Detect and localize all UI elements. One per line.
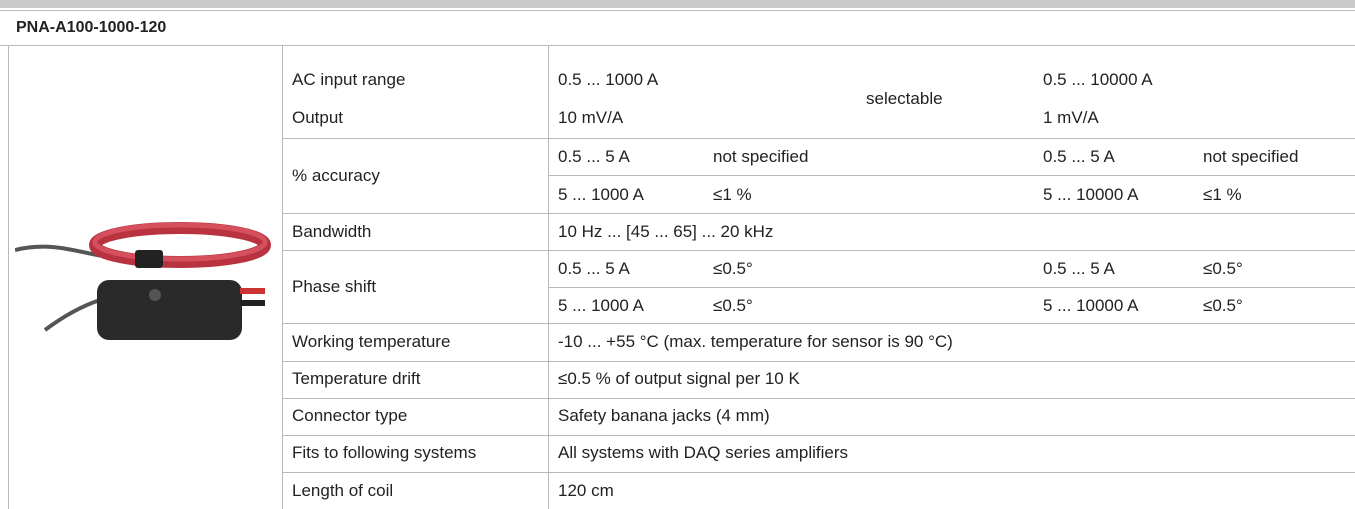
row-line xyxy=(282,398,1355,399)
cell: 0.5 ... 1000 A xyxy=(558,69,658,91)
row-line xyxy=(282,213,1355,214)
cell: 0.5 ... 5 A xyxy=(1043,258,1115,280)
cell: not specified xyxy=(1203,146,1298,168)
cell: Safety banana jacks (4 mm) xyxy=(558,405,770,427)
row-label: Length of coil xyxy=(292,480,393,502)
cell: 120 cm xyxy=(558,480,614,502)
cell: ≤0.5° xyxy=(713,295,753,317)
cell: 5 ... 1000 A xyxy=(558,295,644,317)
cell: 0.5 ... 10000 A xyxy=(1043,69,1153,91)
row-label: Output xyxy=(292,107,343,129)
cell: 0.5 ... 5 A xyxy=(558,258,630,280)
product-image xyxy=(15,210,275,360)
cell: ≤0.5° xyxy=(1203,258,1243,280)
cell: 0.5 ... 5 A xyxy=(558,146,630,168)
row-line xyxy=(548,175,1355,176)
cell: selectable xyxy=(866,88,943,110)
top-bar xyxy=(0,0,1355,8)
cell: 5 ... 1000 A xyxy=(558,184,644,206)
cell: ≤0.5 % of output signal per 10 K xyxy=(558,368,800,390)
cell: 10 mV/A xyxy=(558,107,623,129)
row-line xyxy=(0,45,1355,46)
cell: ≤1 % xyxy=(1203,184,1242,206)
cell: 5 ... 10000 A xyxy=(1043,184,1138,206)
cell: 5 ... 10000 A xyxy=(1043,295,1138,317)
row-label: AC input range xyxy=(292,69,405,91)
cell: ≤0.5° xyxy=(1203,295,1243,317)
row-label: Phase shift xyxy=(292,276,376,298)
row-line xyxy=(0,10,1355,11)
cell: ≤1 % xyxy=(713,184,752,206)
row-line xyxy=(282,472,1355,473)
row-label: Temperature drift xyxy=(292,368,421,390)
product-title: PNA-A100-1000-120 xyxy=(16,17,166,39)
column-line xyxy=(8,45,9,509)
row-label: Fits to following systems xyxy=(292,442,476,464)
row-label: Bandwidth xyxy=(292,221,371,243)
cell: -10 ... +55 °C (max. temperature for sen… xyxy=(558,331,953,353)
row-label: Working temperature xyxy=(292,331,450,353)
cell: 1 mV/A xyxy=(1043,107,1099,129)
cell: 0.5 ... 5 A xyxy=(1043,146,1115,168)
cell: not specified xyxy=(713,146,808,168)
row-line xyxy=(282,323,1355,324)
row-line xyxy=(282,250,1355,251)
cell: ≤0.5° xyxy=(713,258,753,280)
column-line xyxy=(282,45,283,509)
row-label: Connector type xyxy=(292,405,407,427)
spec-sheet: PNA-A100-1000-120 AC input range 0.5 ... … xyxy=(0,0,1355,509)
column-line xyxy=(548,45,549,509)
row-label: % accuracy xyxy=(292,165,380,187)
cell: 10 Hz ... [45 ... 65] ... 20 kHz xyxy=(558,221,773,243)
cell: All systems with DAQ series amplifiers xyxy=(558,442,848,464)
row-line xyxy=(282,138,1355,139)
row-line xyxy=(282,361,1355,362)
row-line xyxy=(282,435,1355,436)
row-line xyxy=(548,287,1355,288)
